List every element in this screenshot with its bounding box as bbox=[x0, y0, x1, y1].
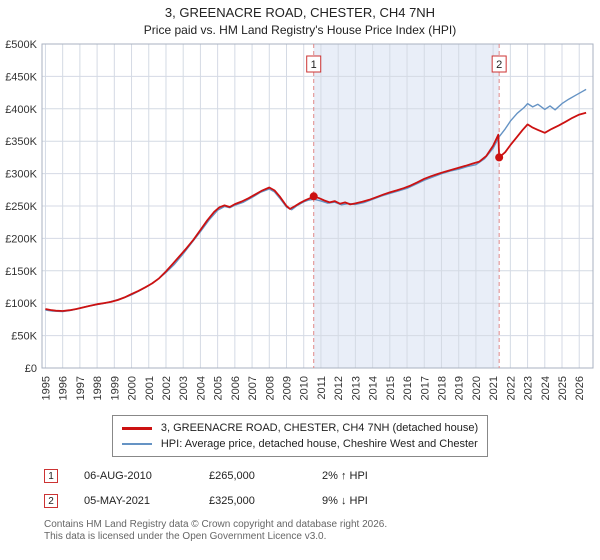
sale-1-date: 06-AUG-2010 bbox=[84, 470, 152, 482]
sale-2-price: £325,000 bbox=[209, 495, 255, 507]
svg-text:£200K: £200K bbox=[5, 233, 37, 245]
svg-text:2013: 2013 bbox=[350, 376, 362, 400]
page-subtitle: Price paid vs. HM Land Registry's House … bbox=[143, 23, 457, 37]
svg-text:£250K: £250K bbox=[5, 201, 37, 213]
svg-text:2018: 2018 bbox=[436, 376, 448, 400]
svg-text:2008: 2008 bbox=[264, 376, 276, 400]
svg-text:2009: 2009 bbox=[282, 376, 294, 400]
svg-text:2010: 2010 bbox=[299, 376, 311, 400]
svg-text:2: 2 bbox=[496, 59, 502, 71]
legend-label-hpi: HPI: Average price, detached house, Ches… bbox=[160, 438, 478, 450]
page-title: 3, GREENACRE ROAD, CHESTER, CH4 7NH bbox=[164, 5, 436, 20]
sale-1-marker: 1 bbox=[44, 469, 58, 483]
svg-text:£300K: £300K bbox=[5, 169, 37, 181]
svg-text:1999: 1999 bbox=[109, 376, 121, 400]
svg-text:£100K: £100K bbox=[5, 298, 37, 310]
svg-text:2020: 2020 bbox=[471, 376, 483, 400]
svg-text:2002: 2002 bbox=[161, 376, 173, 400]
svg-text:2021: 2021 bbox=[488, 376, 500, 400]
price-history-chart: £0 £50K £100K £150K £200K £250K £300K £350K £400… bbox=[5, 39, 594, 400]
legend-item-price-paid: 3, GREENACRE ROAD, CHESTER, CH4 7NH (det… bbox=[121, 420, 479, 436]
svg-text:2017: 2017 bbox=[419, 376, 431, 400]
sale-2-marker: 2 bbox=[44, 494, 58, 508]
svg-text:2024: 2024 bbox=[540, 376, 552, 400]
svg-text:1: 1 bbox=[311, 59, 317, 71]
sale-1-price: £265,000 bbox=[209, 470, 255, 482]
sale-annotation-2: 2 05-MAY-2021 £325,000 9% ↓ HPI bbox=[44, 494, 600, 508]
footer-line-1: Contains HM Land Registry data © Crown c… bbox=[44, 519, 388, 530]
svg-text:£500K: £500K bbox=[5, 39, 37, 51]
chart-header: 3, GREENACRE ROAD, CHESTER, CH4 7NH Pric… bbox=[0, 0, 600, 38]
svg-text:£400K: £400K bbox=[5, 104, 37, 116]
svg-text:2026: 2026 bbox=[574, 376, 586, 400]
svg-text:1995: 1995 bbox=[40, 376, 52, 400]
svg-text:£350K: £350K bbox=[5, 136, 37, 148]
svg-text:2019: 2019 bbox=[454, 376, 466, 400]
hpi-line-swatch bbox=[121, 443, 152, 445]
sale-2-hpi-delta: 9% ↓ HPI bbox=[322, 495, 368, 507]
legend-item-hpi: HPI: Average price, detached house, Ches… bbox=[121, 436, 478, 452]
sale-annotations: 1 06-AUG-2010 £265,000 2% ↑ HPI 2 05-MAY… bbox=[44, 469, 600, 508]
sale-1-hpi-delta: 2% ↑ HPI bbox=[322, 470, 368, 482]
sale-flag-1 bbox=[306, 55, 322, 73]
svg-text:2000: 2000 bbox=[127, 376, 139, 400]
svg-text:2005: 2005 bbox=[213, 376, 225, 400]
footer-line-2: This data is licensed under the Open Gov… bbox=[44, 531, 327, 542]
svg-text:£450K: £450K bbox=[5, 71, 37, 83]
sale-point-1 bbox=[309, 192, 318, 201]
svg-text:2003: 2003 bbox=[178, 376, 190, 400]
svg-text:£150K: £150K bbox=[5, 266, 37, 278]
svg-text:1997: 1997 bbox=[75, 376, 87, 400]
price-paid-line-swatch bbox=[121, 426, 152, 430]
svg-text:1996: 1996 bbox=[58, 376, 70, 400]
sale-flag-2 bbox=[491, 55, 507, 73]
svg-text:2007: 2007 bbox=[247, 376, 259, 400]
license-footer: Contains HM Land Registry data © Crown c… bbox=[44, 519, 600, 543]
svg-text:2023: 2023 bbox=[523, 376, 535, 400]
svg-text:2022: 2022 bbox=[505, 376, 517, 400]
legend-label-price-paid: 3, GREENACRE ROAD, CHESTER, CH4 7NH (det… bbox=[160, 422, 479, 434]
svg-text:2015: 2015 bbox=[385, 376, 397, 400]
svg-text:2006: 2006 bbox=[230, 376, 242, 400]
chart-legend: 3, GREENACRE ROAD, CHESTER, CH4 7NH (det… bbox=[111, 415, 489, 457]
sale-annotation-1: 1 06-AUG-2010 £265,000 2% ↑ HPI bbox=[44, 469, 600, 483]
svg-text:2014: 2014 bbox=[368, 376, 380, 400]
svg-text:2001: 2001 bbox=[144, 376, 156, 400]
svg-text:2016: 2016 bbox=[402, 376, 414, 400]
svg-text:2012: 2012 bbox=[333, 376, 345, 400]
svg-text:2011: 2011 bbox=[316, 376, 328, 400]
sale-2-date: 05-MAY-2021 bbox=[84, 495, 151, 507]
svg-text:£0: £0 bbox=[25, 363, 37, 375]
svg-text:2025: 2025 bbox=[557, 376, 569, 400]
svg-text:£50K: £50K bbox=[11, 331, 37, 343]
sale-point-2 bbox=[495, 153, 504, 162]
svg-text:1998: 1998 bbox=[92, 376, 104, 400]
svg-text:2004: 2004 bbox=[195, 376, 207, 400]
